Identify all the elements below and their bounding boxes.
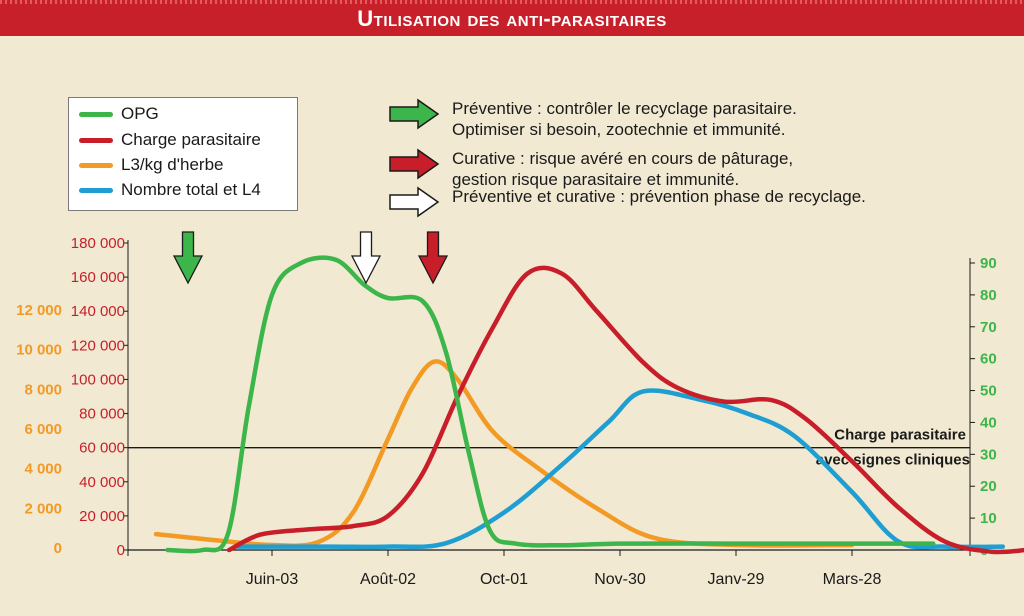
y-tick-label-charge: 80 000 [79, 406, 125, 423]
treatment-arrow-mixed-icon [350, 231, 382, 285]
green-arrow-icon [389, 98, 440, 130]
note-preventive-curative: Préventive et curative : prévention phas… [388, 186, 866, 218]
threshold-label: Charge parasitaire [834, 427, 966, 444]
legend-item-opg: OPG [79, 102, 159, 126]
y-tick-label-l3: 4 000 [24, 461, 62, 478]
note-preventive: Préventive : contrôler le recyclage para… [388, 98, 797, 140]
series-line-l3 [153, 359, 855, 548]
green-arrow-shape [389, 98, 440, 130]
note-line: Préventive et curative : prévention phas… [452, 187, 866, 206]
legend-swatch-l3 [79, 162, 113, 168]
y-tick-label-charge: 60 000 [79, 440, 125, 457]
y-tick-label-charge: 20 000 [79, 508, 125, 525]
y-tick-label-l3: 8 000 [24, 381, 62, 398]
y-tick-label-opg: 40 [980, 414, 997, 431]
x-tick-label: Juin-03 [246, 571, 299, 588]
y-tick-label-l3: 2 000 [24, 500, 62, 517]
series-line-l4 [234, 388, 1006, 550]
x-tick-label: Nov-30 [594, 571, 646, 588]
x-tick-label: Mars-28 [823, 571, 882, 588]
y-tick-label-charge: 40 000 [79, 474, 125, 491]
legend-item-l4: Nombre total et L4 [79, 178, 261, 202]
legend-label-opg: OPG [121, 104, 159, 123]
white-arrow-shape [389, 186, 440, 218]
y-tick-label-opg: 60 [980, 351, 997, 368]
legend-item-l3: L3/kg d'herbe [79, 153, 224, 177]
note-line: Curative : risque avéré en cours de pâtu… [452, 149, 794, 168]
legend-item-charge: Charge parasitaire [79, 128, 261, 152]
note-text-curative: Curative : risque avéré en cours de pâtu… [452, 148, 793, 190]
y-tick-label-l3: 6 000 [24, 421, 62, 438]
y-tick-label-charge: 140 000 [71, 303, 125, 320]
y-tick-label-opg: 90 [980, 255, 997, 272]
y-tick-label-opg: 20 [980, 478, 997, 495]
y-tick-label-opg: 80 [980, 287, 997, 304]
y-tick-label-opg: 70 [980, 319, 997, 336]
note-line: Optimiser si besoin, zootechnie et immun… [452, 120, 786, 139]
x-tick-label: Août-02 [360, 571, 416, 588]
y-tick-label-l3: 12 000 [16, 302, 62, 319]
y-tick-label-opg: 10 [980, 510, 997, 527]
y-tick-label-charge: 100 000 [71, 371, 125, 388]
page-title: Utilisation des anti-parasitaires [357, 6, 667, 31]
note-line: Préventive : contrôler le recyclage para… [452, 99, 797, 118]
legend-swatch-l4 [79, 187, 113, 193]
y-tick-label-l3: 10 000 [16, 342, 62, 359]
legend-label-l4: Nombre total et L4 [121, 180, 261, 199]
y-tick-label-opg: 30 [980, 446, 997, 463]
y-tick-label-charge: 120 000 [71, 337, 125, 354]
legend-swatch-opg [79, 111, 113, 117]
legend-label-l3: L3/kg d'herbe [121, 155, 224, 174]
note-line: gestion risque parasitaire et immunité. [452, 170, 740, 189]
legend-label-charge: Charge parasitaire [121, 130, 261, 149]
legend-swatch-charge [79, 137, 113, 143]
red-arrow-icon [389, 148, 440, 180]
x-tick-label: Janv-29 [708, 571, 765, 588]
x-tick-label: Oct-01 [480, 571, 528, 588]
y-tick-label-charge: 180 000 [71, 235, 125, 252]
banner-stripe [0, 0, 1024, 4]
note-curative: Curative : risque avéré en cours de pâtu… [388, 148, 793, 190]
white-arrow-icon [389, 186, 440, 218]
treatment-arrow-preventive-icon [172, 231, 204, 285]
y-tick-label-opg: 50 [980, 383, 997, 400]
red-arrow-shape [389, 148, 440, 180]
y-tick-label-charge: 0 [117, 542, 125, 559]
threshold-label: avec signes cliniques [816, 452, 970, 469]
title-banner: Utilisation des anti-parasitaires [0, 0, 1024, 38]
note-text-preventive: Préventive : contrôler le recyclage para… [452, 98, 797, 140]
treatment-arrow-curative-icon [417, 231, 449, 285]
y-tick-label-charge: 160 000 [71, 269, 125, 286]
legend: OPG Charge parasitaire L3/kg d'herbe Nom… [68, 97, 298, 211]
note-text-preventive-curative: Préventive et curative : prévention phas… [452, 186, 866, 207]
series-line-charge [226, 265, 1024, 555]
series-line-opg [165, 255, 936, 554]
y-tick-label-l3: 0 [54, 540, 62, 557]
